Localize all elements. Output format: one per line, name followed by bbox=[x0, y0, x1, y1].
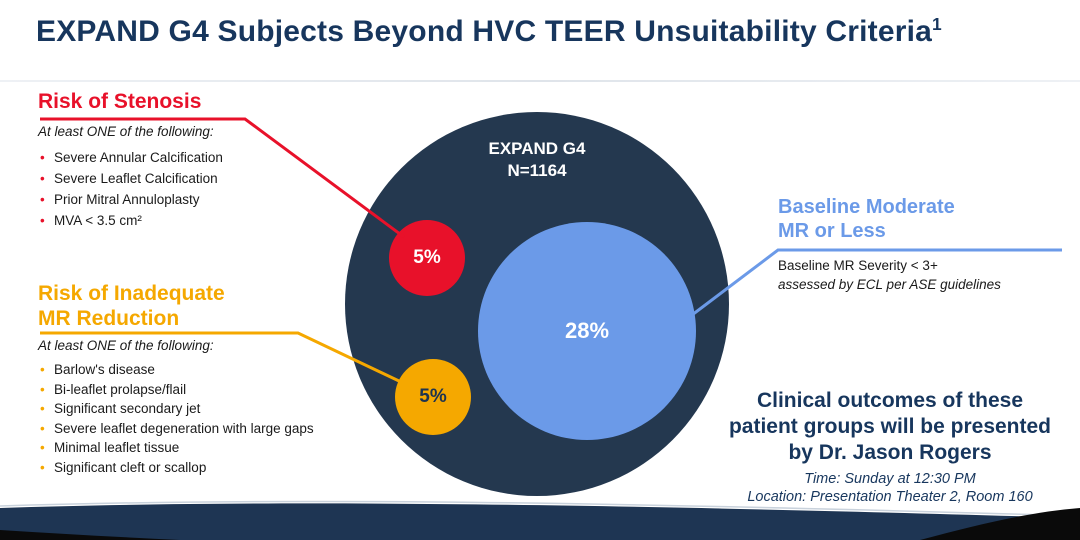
list-item: Minimal leaflet tissue bbox=[38, 438, 314, 458]
baseline-mr-detail-note: assessed by ECL per ASE guidelines bbox=[778, 277, 1001, 292]
list-item: Significant secondary jet bbox=[38, 399, 314, 419]
page-title-superscript: 1 bbox=[932, 14, 942, 34]
announcement-line2: patient groups will be presented bbox=[728, 415, 1052, 438]
risk-of-inadequate-mr-heading: Risk of Inadequate MR Reduction bbox=[38, 281, 225, 331]
baseline-mr-detail: Baseline MR Severity < 3+ bbox=[778, 258, 938, 273]
announcement-line3: by Dr. Jason Rogers bbox=[788, 441, 992, 464]
risk-of-stenosis-intro: At least ONE of the following: bbox=[38, 124, 214, 139]
list-item: Severe Annular Calcification bbox=[38, 147, 223, 168]
list-item: MVA < 3.5 cm² bbox=[38, 210, 223, 231]
risk-of-inadequate-mr-heading-line2: MR Reduction bbox=[38, 307, 180, 330]
mr-reduction-pct-circle: 5% bbox=[395, 359, 471, 435]
baseline-mr-pct-value: 28% bbox=[564, 318, 610, 343]
stenosis-pct-circle: 5% bbox=[389, 220, 465, 296]
baseline-mr-pct-circle: 28% bbox=[478, 222, 696, 440]
risk-of-stenosis-heading: Risk of Stenosis bbox=[38, 90, 202, 113]
wave-black-left-corner bbox=[0, 530, 180, 540]
title-divider bbox=[0, 80, 1080, 82]
expand-g4-label-line1: EXPAND G4 bbox=[488, 139, 586, 158]
bottom-wave-decoration bbox=[0, 500, 1080, 540]
list-item: Barlow's disease bbox=[38, 360, 314, 380]
baseline-moderate-mr-heading-line1: Baseline Moderate bbox=[778, 196, 955, 218]
risk-of-inadequate-mr-intro: At least ONE of the following: bbox=[38, 338, 214, 353]
list-item: Severe Leaflet Calcification bbox=[38, 168, 223, 189]
list-item: Prior Mitral Annuloplasty bbox=[38, 189, 223, 210]
announcement-location: Location: Presentation Theater 2, Room 1… bbox=[747, 489, 1033, 505]
announcement-time: Time: Sunday at 12:30 PM bbox=[804, 471, 976, 487]
expand-g4-label: EXPAND G4 N=1164 bbox=[345, 138, 729, 182]
risk-of-stenosis-list: Severe Annular Calcification Severe Leaf… bbox=[38, 147, 223, 231]
risk-of-inadequate-mr-heading-line1: Risk of Inadequate bbox=[38, 282, 225, 305]
risk-of-inadequate-mr-list: Barlow's disease Bi-leaflet prolapse/fla… bbox=[38, 360, 314, 477]
wave-black-right-corner bbox=[920, 508, 1080, 540]
wave-navy-shape bbox=[0, 503, 1080, 540]
list-item: Significant cleft or scallop bbox=[38, 458, 314, 478]
baseline-moderate-mr-heading: Baseline Moderate MR or Less bbox=[778, 195, 955, 243]
stenosis-pct-value: 5% bbox=[413, 247, 441, 268]
baseline-moderate-mr-heading-line2: MR or Less bbox=[778, 220, 886, 242]
mr-reduction-pct-value: 5% bbox=[419, 386, 447, 407]
announcement-line1: Clinical outcomes of these bbox=[756, 389, 1024, 412]
expand-g4-label-line2: N=1164 bbox=[507, 161, 567, 180]
announcement-block: Clinical outcomes of these patient group… bbox=[700, 388, 1080, 506]
list-item: Severe leaflet degeneration with large g… bbox=[38, 419, 314, 439]
list-item: Bi-leaflet prolapse/flail bbox=[38, 380, 314, 400]
page-title-text: EXPAND G4 Subjects Beyond HVC TEER Unsui… bbox=[36, 15, 933, 48]
page-title: EXPAND G4 Subjects Beyond HVC TEER Unsui… bbox=[36, 14, 942, 49]
